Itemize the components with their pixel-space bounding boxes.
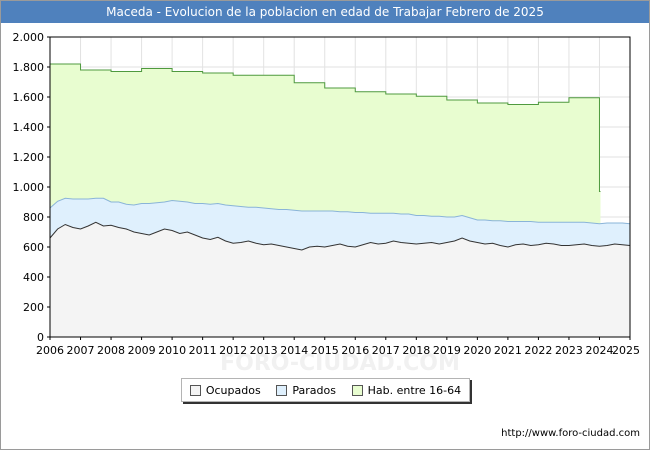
y-tick-label-4: 800 <box>23 211 44 224</box>
x-tick-label-17: 2023 <box>555 344 583 357</box>
x-tick-label-15: 2021 <box>494 344 522 357</box>
x-tick-label-0: 2006 <box>36 344 64 357</box>
legend-swatch-ocupados <box>189 384 201 396</box>
legend-label-hab: Hab. entre 16-64 <box>367 383 462 397</box>
x-tick-label-5: 2011 <box>189 344 217 357</box>
legend-swatch-hab <box>351 384 363 396</box>
x-tick-label-3: 2009 <box>128 344 156 357</box>
y-tick-label-7: 1.400 <box>13 121 45 134</box>
x-tick-label-10: 2016 <box>341 344 369 357</box>
area-ocupados <box>50 222 630 337</box>
y-tick-label-10: 2.000 <box>13 31 45 44</box>
line-parados <box>49 197 631 225</box>
axis-layer: 0 200 400 600 800 1.000 1.200 1.400 1.600 1.800 2.… <box>13 31 641 357</box>
legend-item-hab: Hab. entre 16-64 <box>351 383 462 397</box>
legend-item-ocupados: Ocupados <box>189 383 261 397</box>
x-tick-label-13: 2019 <box>433 344 461 357</box>
x-tick-label-12: 2018 <box>402 344 430 357</box>
x-tick-label-8: 2014 <box>280 344 308 357</box>
legend-label-ocupados: Ocupados <box>205 383 261 397</box>
legend-item-parados: Parados <box>276 384 336 397</box>
legend-label-parados: Parados <box>292 383 336 397</box>
x-tick-label-11: 2017 <box>372 344 400 357</box>
x-tick-label-18: 2024 <box>585 344 613 357</box>
x-tick-label-9: 2015 <box>311 344 339 357</box>
line-ocupados <box>49 221 631 251</box>
x-tick-label-16: 2022 <box>524 344 552 357</box>
footer-url: http://www.foro-ciudad.com <box>501 428 640 439</box>
x-tick-label-19: 2025 <box>612 344 640 357</box>
y-tick-label-9: 1.800 <box>13 61 45 74</box>
x-tick-label-7: 2013 <box>250 344 278 357</box>
y-tick-label-1: 200 <box>23 301 44 314</box>
y-tick-label-0: 0 <box>37 331 44 344</box>
legend: Ocupados Parados Hab. entre 16-64 <box>181 378 470 402</box>
line-hab <box>50 63 601 192</box>
area-layer <box>49 63 631 337</box>
x-tick-label-4: 2010 <box>158 344 186 357</box>
watermark-text: FORO-CIUDAD.COM <box>220 351 460 376</box>
y-tick-label-6: 1.200 <box>13 151 45 164</box>
y-tick-label-3: 600 <box>23 241 44 254</box>
area-parados <box>50 198 630 250</box>
y-tick-label-8: 1.600 <box>13 91 45 104</box>
x-tick-label-2: 2008 <box>97 344 125 357</box>
x-tick-label-1: 2007 <box>67 344 95 357</box>
x-tick-label-6: 2012 <box>219 344 247 357</box>
y-tick-label-5: 1.000 <box>13 181 45 194</box>
y-tick-label-2: 400 <box>23 271 44 284</box>
chart-title: Maceda - Evolucion de la poblacion en ed… <box>1 1 649 23</box>
legend-swatch-parados <box>276 384 288 396</box>
x-tick-label-14: 2020 <box>463 344 491 357</box>
